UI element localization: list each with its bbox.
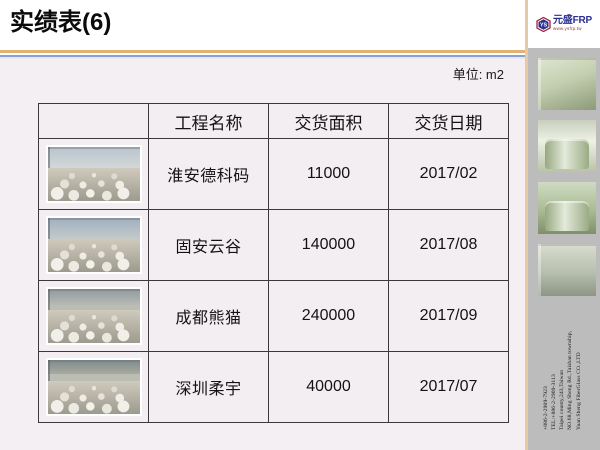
- header-photo: [38, 103, 149, 139]
- table-row: 深圳柔宇 40000 2017/07: [38, 351, 509, 423]
- cell-photo: [38, 351, 149, 423]
- title-bar: 实绩表(6): [0, 0, 525, 52]
- photo-cylinder: [544, 138, 590, 169]
- unit-note: 单位: m2: [452, 67, 504, 82]
- contact-address-line2: Taipei county,243,Taiwan: [559, 369, 565, 430]
- contact-company: Yuan Sheng FiberGlass CO.,LTD: [576, 352, 582, 430]
- header-delivery-date: 交货日期: [388, 103, 509, 139]
- sidebar-photo-tanks-outdoor: [538, 182, 596, 234]
- logo-inner: YS 元盛FRP www.ysfrp.tw: [536, 16, 592, 32]
- cell-photo: [38, 280, 149, 352]
- photo-beams: [47, 218, 140, 240]
- cell-delivery-date: 2017/08: [388, 209, 509, 281]
- page-title: 实绩表(6): [10, 9, 112, 36]
- cell-delivery-area: 140000: [268, 209, 389, 281]
- cell-delivery-date: 2017/09: [388, 280, 509, 352]
- divider-under: [0, 57, 525, 59]
- logo-brand: 元盛FRP: [553, 15, 592, 27]
- sidebar: YS 元盛FRP www.ysfrp.tw Yuan Sheng FiberGl…: [525, 0, 600, 450]
- photo-beams: [47, 360, 140, 382]
- contact-address-line1: NO.68,Ming Sheng Rd.,Taishan township,: [567, 330, 573, 430]
- divider-orange: [0, 50, 525, 53]
- photo-tanks: [47, 376, 140, 414]
- cell-project-name: 深圳柔宇: [148, 351, 269, 423]
- cell-delivery-date: 2017/02: [388, 138, 509, 210]
- photo-beams: [538, 244, 596, 296]
- cell-delivery-area: 40000: [268, 351, 389, 423]
- project-photo-huaian-dekema: [45, 145, 142, 203]
- sidebar-photo-factory-floor: [538, 244, 596, 296]
- contact-tel-line2: +886-2-2909-7923: [543, 386, 549, 430]
- logo-url: www.ysfrp.tw: [553, 26, 582, 32]
- logo-text: 元盛FRP www.ysfrp.tw: [553, 16, 592, 32]
- cell-project-name: 淮安德科码: [148, 138, 269, 210]
- photo-beams: [47, 147, 140, 169]
- project-photo-shenzhen-rouyu: [45, 358, 142, 416]
- divider-gap: [0, 53, 525, 55]
- table-row: 淮安德科码 11000 2017/02: [38, 138, 509, 210]
- contact-tel-line1: TEL:+886-2-2909-3113: [551, 374, 557, 430]
- performance-table: 工程名称 交货面积 交货日期 淮安德科码 11000 2017/02: [38, 103, 509, 423]
- photo-beams: [538, 58, 596, 110]
- photo-tanks: [47, 234, 140, 272]
- cell-photo: [38, 138, 149, 210]
- divider-blue: [0, 55, 525, 57]
- header-project-name: 工程名称: [148, 103, 269, 139]
- cell-photo: [38, 209, 149, 281]
- table-row: 成都熊猫 240000 2017/09: [38, 280, 509, 352]
- photo-beams: [47, 289, 140, 311]
- svg-text:YS: YS: [540, 22, 548, 28]
- cell-delivery-date: 2017/07: [388, 351, 509, 423]
- table-row: 固安云谷 140000 2017/08: [38, 209, 509, 281]
- header-delivery-area: 交货面积: [268, 103, 389, 139]
- contact-block: Yuan Sheng FiberGlass CO.,LTD NO.68,Ming…: [528, 300, 600, 430]
- sidebar-photo-ceiling-structure: [538, 58, 596, 110]
- photo-cylinder: [544, 200, 590, 231]
- cell-project-name: 成都熊猫: [148, 280, 269, 352]
- photo-tanks: [47, 163, 140, 201]
- table-header-row: 工程名称 交货面积 交货日期: [38, 103, 509, 139]
- cell-delivery-area: 11000: [268, 138, 389, 210]
- company-logo: YS 元盛FRP www.ysfrp.tw: [528, 0, 600, 48]
- ys-hexagon-icon: YS: [536, 16, 551, 32]
- cell-project-name: 固安云谷: [148, 209, 269, 281]
- sidebar-photo-tank-large: [538, 120, 596, 172]
- cell-delivery-area: 240000: [268, 280, 389, 352]
- project-photo-guan-yungu: [45, 216, 142, 274]
- project-photo-chengdu-xiongmao: [45, 287, 142, 345]
- photo-tanks: [47, 305, 140, 343]
